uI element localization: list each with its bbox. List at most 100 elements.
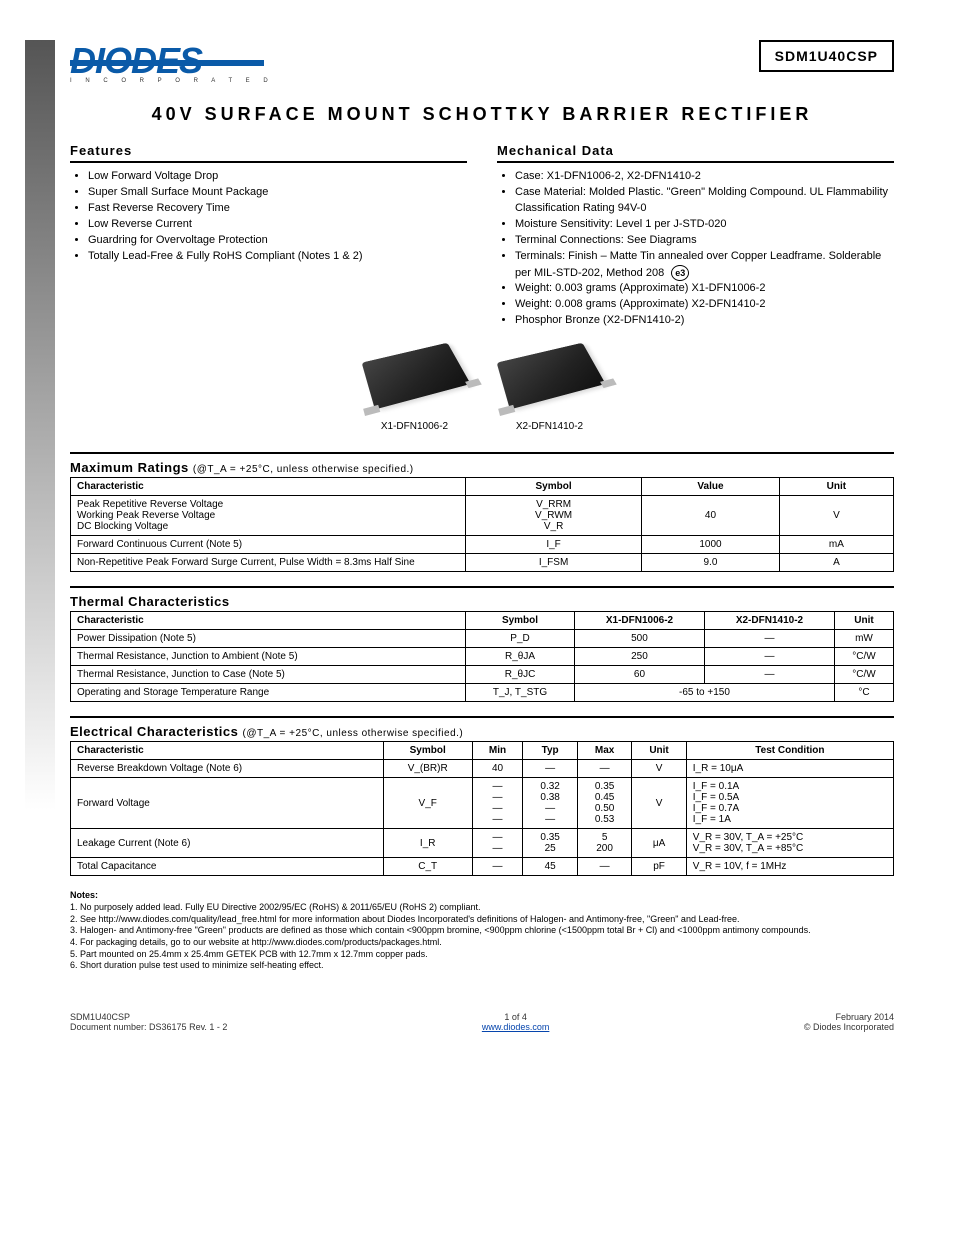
mech-item: Case Material: Molded Plastic. "Green" M… (515, 185, 894, 217)
page-footer: SDM1U40CSP Document number: DS36175 Rev.… (70, 1012, 894, 1032)
cell: μA (632, 829, 686, 858)
table-row: Power Dissipation (Note 5) P_D 500 — mW (71, 630, 894, 648)
cell: Thermal Resistance, Junction to Case (No… (71, 666, 466, 684)
cell: Peak Repetitive Reverse Voltage Working … (71, 496, 466, 536)
col-header: Symbol (383, 742, 472, 760)
col-header: Characteristic (71, 478, 466, 496)
table-row: Reverse Breakdown Voltage (Note 6) V_(BR… (71, 760, 894, 778)
package-images-row: X1-DFN1006-2 X2-DFN1410-2 (70, 343, 894, 432)
note-line: 5. Part mounted on 25.4mm x 25.4mm GETEK… (70, 949, 894, 961)
col-header: Unit (632, 742, 686, 760)
cell: Non-Repetitive Peak Forward Surge Curren… (71, 554, 466, 572)
features-column: Features Low Forward Voltage Drop Super … (70, 143, 467, 329)
mech-item: Weight: 0.003 grams (Approximate) X1-DFN… (515, 281, 894, 297)
cell: V_RRM V_RWM V_R (466, 496, 642, 536)
cell: mW (834, 630, 893, 648)
col-header: Unit (779, 478, 893, 496)
logo-main-text: DIODES (70, 40, 274, 82)
cell: — (472, 858, 523, 876)
page-title: 40V SURFACE MOUNT SCHOTTKY BARRIER RECTI… (70, 104, 894, 125)
footer-mid: 1 of 4 www.diodes.com (227, 1012, 803, 1032)
cell: I_FSM (466, 554, 642, 572)
cell: -65 to +150 (574, 684, 834, 702)
col-header: Typ (523, 742, 577, 760)
cell: C_T (383, 858, 472, 876)
cell: T_J, T_STG (466, 684, 575, 702)
package-render-icon (362, 343, 471, 410)
cell: I_F (466, 536, 642, 554)
feature-item: Super Small Surface Mount Package (88, 185, 467, 201)
cell: Leakage Current (Note 6) (71, 829, 384, 858)
cell: V (779, 496, 893, 536)
table-row: Thermal Resistance, Junction to Case (No… (71, 666, 894, 684)
table-row: Forward Continuous Current (Note 5) I_F … (71, 536, 894, 554)
cell: V_F (383, 778, 472, 829)
col-header: Symbol (466, 612, 575, 630)
cell: V_R = 30V, T_A = +25°C V_R = 30V, T_A = … (686, 829, 893, 858)
cell: A (779, 554, 893, 572)
mech-item: Case: X1-DFN1006-2, X2-DFN1410-2 (515, 169, 894, 185)
table-row: Thermal Resistance, Junction to Ambient … (71, 648, 894, 666)
table-row: Non-Repetitive Peak Forward Surge Curren… (71, 554, 894, 572)
cell: I_R (383, 829, 472, 858)
cell: — — (472, 829, 523, 858)
note-line: 3. Halogen- and Antimony-free "Green" pr… (70, 925, 894, 937)
cell: 1000 (642, 536, 780, 554)
cell: °C (834, 684, 893, 702)
cell: Operating and Storage Temperature Range (71, 684, 466, 702)
table-row: Operating and Storage Temperature Range … (71, 684, 894, 702)
col-header: Max (577, 742, 631, 760)
cell: 5 200 (577, 829, 631, 858)
side-gradient-bar (25, 40, 55, 810)
features-list: Low Forward Voltage Drop Super Small Sur… (70, 169, 467, 265)
mech-item: Weight: 0.008 grams (Approximate) X2-DFN… (515, 297, 894, 313)
col-header: X1-DFN1006-2 (574, 612, 704, 630)
cell: I_R = 10μA (686, 760, 893, 778)
table-row: Characteristic Symbol X1-DFN1006-2 X2-DF… (71, 612, 894, 630)
cell: 45 (523, 858, 577, 876)
mechanical-heading: Mechanical Data (497, 143, 894, 163)
cell: 60 (574, 666, 704, 684)
cell: Forward Voltage (71, 778, 384, 829)
maxratings-table: Characteristic Symbol Value Unit Peak Re… (70, 477, 894, 572)
cell: — (577, 760, 631, 778)
cell: V (632, 778, 686, 829)
cell: — (704, 666, 834, 684)
footer-link[interactable]: www.diodes.com (482, 1022, 550, 1032)
mechanical-column: Mechanical Data Case: X1-DFN1006-2, X2-D… (497, 143, 894, 329)
cell: V (632, 760, 686, 778)
mech-item: Phosphor Bronze (X2-DFN1410-2) (515, 313, 894, 329)
cell: P_D (466, 630, 575, 648)
package-figure-left: X1-DFN1006-2 (367, 343, 462, 432)
package-render-icon (497, 343, 606, 410)
mech-item: Terminal Connections: See Diagrams (515, 233, 894, 249)
elec-title-text: Electrical Characteristics (70, 724, 238, 739)
table-row: Characteristic Symbol Min Typ Max Unit T… (71, 742, 894, 760)
col-header: Unit (834, 612, 893, 630)
cell: R_θJA (466, 648, 575, 666)
feature-item: Low Reverse Current (88, 217, 467, 233)
note-line: 1. No purposely added lead. Fully EU Dir… (70, 902, 894, 914)
footer-right: February 2014 © Diodes Incorporated (804, 1012, 894, 1032)
thermal-table: Characteristic Symbol X1-DFN1006-2 X2-DF… (70, 611, 894, 702)
mech-item-text: Case Material: Molded Plastic. "Green" M… (515, 186, 888, 214)
package-figure-right: X2-DFN1410-2 (502, 343, 597, 432)
cell: Thermal Resistance, Junction to Ambient … (71, 648, 466, 666)
col-header: Characteristic (71, 612, 466, 630)
cell: °C/W (834, 666, 893, 684)
cell: I_F = 0.1A I_F = 0.5A I_F = 0.7A I_F = 1… (686, 778, 893, 829)
mech-item: Terminals: Finish – Matte Tin annealed o… (515, 249, 894, 282)
footer-partno: SDM1U40CSP (70, 1012, 227, 1022)
footer-left: SDM1U40CSP Document number: DS36175 Rev.… (70, 1012, 227, 1032)
footer-copyright: © Diodes Incorporated (804, 1022, 894, 1032)
cell: 0.32 0.38 — — (523, 778, 577, 829)
footer-date: February 2014 (804, 1012, 894, 1022)
cell: V_R = 10V, f = 1MHz (686, 858, 893, 876)
cell: — (577, 858, 631, 876)
cell: 500 (574, 630, 704, 648)
cell: mA (779, 536, 893, 554)
cell: — (704, 648, 834, 666)
cell: 0.35 0.45 0.50 0.53 (577, 778, 631, 829)
part-number-box: SDM1U40CSP (759, 40, 894, 72)
col-header: X2-DFN1410-2 (704, 612, 834, 630)
